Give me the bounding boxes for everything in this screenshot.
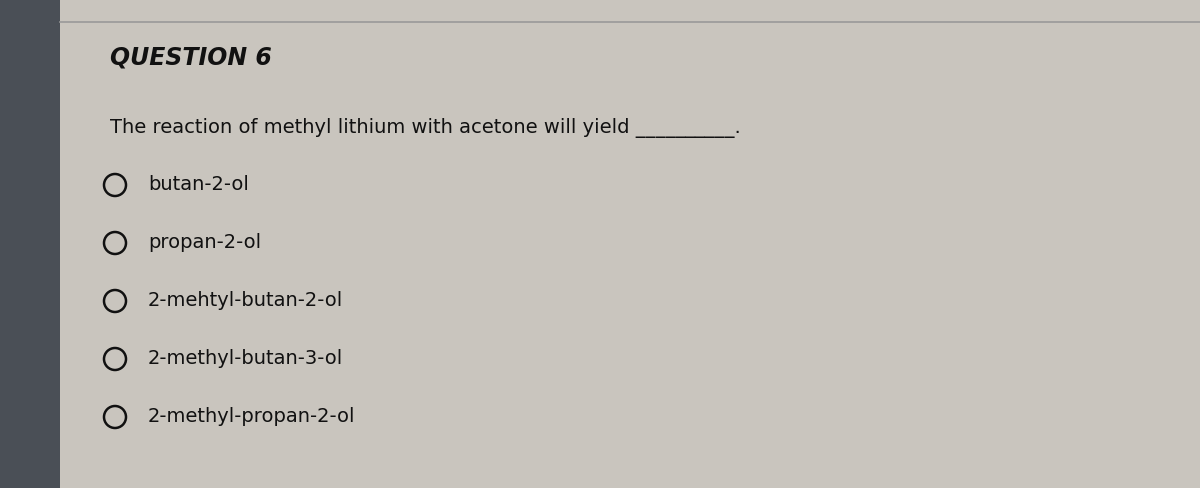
- Text: butan-2-ol: butan-2-ol: [148, 176, 248, 195]
- Bar: [0, 0, 60, 488]
- Text: QUESTION 6: QUESTION 6: [110, 46, 272, 70]
- Text: 2-methyl-propan-2-ol: 2-methyl-propan-2-ol: [148, 407, 355, 427]
- Text: propan-2-ol: propan-2-ol: [148, 233, 262, 252]
- Text: 2-methyl-butan-3-ol: 2-methyl-butan-3-ol: [148, 349, 343, 368]
- Text: The reaction of methyl lithium with acetone will yield __________.: The reaction of methyl lithium with acet…: [110, 118, 740, 138]
- Text: 2-mehtyl-butan-2-ol: 2-mehtyl-butan-2-ol: [148, 291, 343, 310]
